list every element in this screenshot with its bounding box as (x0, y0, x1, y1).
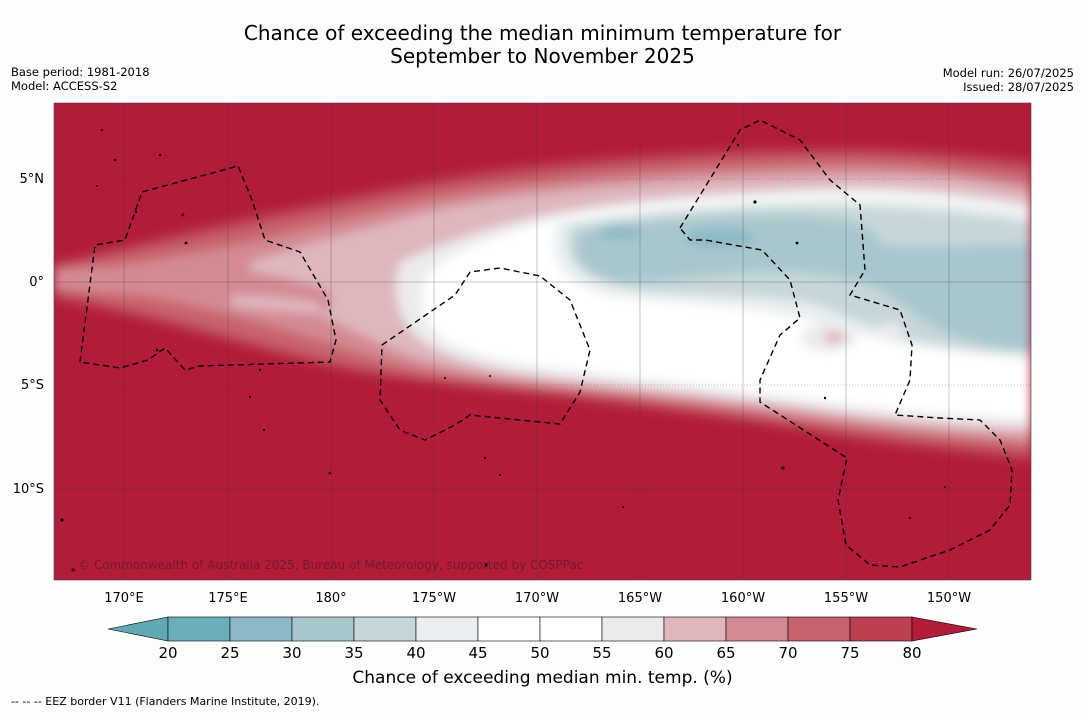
lon-label-170e: 170°E (104, 591, 144, 606)
lon-label-160w: 160°W (721, 591, 765, 606)
eez-border-west (79, 165, 337, 371)
colorbar-bin (725, 616, 789, 642)
latitude-labels: 5°N 0° 5°S 10°S (13, 172, 44, 497)
lon-label-165w: 165°W (618, 591, 662, 606)
lon-label-175w: 175°W (412, 591, 456, 606)
lat-label-5s: 5°S (21, 378, 44, 393)
colorbar-tick-label: 60 (654, 644, 673, 662)
map-frame (53, 102, 1032, 581)
colorbar-extension-high (911, 616, 978, 642)
colorbar-title: Chance of exceeding median min. temp. (%… (352, 668, 733, 688)
map-title-line2: September to November 2025 (390, 44, 695, 68)
colorbar-bin (353, 616, 417, 642)
colorbar-tick-label: 55 (592, 644, 611, 662)
probability-field (54, 103, 1031, 580)
colorbar-tick-label: 70 (778, 644, 797, 662)
colorbar-tick-label: 40 (406, 644, 425, 662)
eez-border-east (679, 119, 1013, 568)
colorbar-tick-label: 25 (220, 644, 239, 662)
colorbar-tick-label: 75 (840, 644, 859, 662)
lat-label-0: 0° (29, 275, 44, 290)
colorbar-bin (601, 616, 665, 642)
base-period-label: Base period: 1981-2018 (11, 65, 150, 79)
lat-label-10s: 10°S (13, 482, 44, 497)
colorbar-bin (663, 616, 727, 642)
colorbar-tick-label: 65 (716, 644, 735, 662)
colorbar-bin (477, 616, 541, 642)
colorbar-bin (539, 616, 603, 642)
field-band-30 (575, 215, 1031, 350)
islands (60, 129, 946, 572)
eez-border-central (379, 267, 591, 441)
colorbar-tick-label: 45 (468, 644, 487, 662)
colorbar-tick-label: 50 (530, 644, 549, 662)
colorbar-bin (787, 616, 851, 642)
colorbar (107, 616, 978, 642)
issued-label: Issued: 28/07/2025 (963, 80, 1074, 94)
eez-borders (79, 119, 1013, 568)
lon-label-155w: 155°W (824, 591, 868, 606)
colorbar-tick-label: 20 (158, 644, 177, 662)
lon-label-150w: 150°W (927, 591, 971, 606)
meta-right: Model run: 26/07/2025 Issued: 28/07/2025 (943, 66, 1074, 94)
meta-left: Base period: 1981-2018 Model: ACCESS-S2 (11, 65, 150, 93)
colorbar-bin (167, 616, 231, 642)
colorbar-tick-label: 35 (344, 644, 363, 662)
model-run-label: Model run: 26/07/2025 (942, 66, 1074, 80)
field-west-stripe-light (230, 295, 320, 314)
graticule (54, 103, 1031, 580)
colorbar-extension-low (107, 616, 169, 642)
colorbar-tick-labels: 20 25 30 35 40 45 50 55 60 65 70 75 80 (158, 644, 921, 662)
field-patch-55-east (876, 323, 904, 337)
model-label: Model: ACCESS-S2 (11, 79, 118, 93)
lon-label-175e: 175°E (208, 591, 248, 606)
colorbar-bin (849, 616, 913, 642)
map-title-line1: Chance of exceeding the median minimum t… (243, 21, 842, 45)
lat-label-5n: 5°N (20, 172, 45, 187)
colorbar-bin (291, 616, 355, 642)
field-patch-60 (823, 331, 845, 343)
colorbar-bin (415, 616, 479, 642)
colorbar-bin (229, 616, 293, 642)
longitude-labels: 170°E 175°E 180° 175°W 170°W 165°W 160°W… (104, 591, 971, 606)
lon-label-170w: 170°W (515, 591, 559, 606)
field-patch-25-east (685, 229, 755, 247)
copyright-credit: © Commonwealth of Australia 2025, Bureau… (78, 558, 584, 572)
eez-legend-note: -- -- -- EEZ border V11 (Flanders Marine… (11, 695, 320, 708)
lon-label-180: 180° (315, 591, 346, 606)
colorbar-tick-label: 80 (902, 644, 921, 662)
field-patch-25-west (598, 225, 642, 239)
colorbar-tick-label: 30 (282, 644, 301, 662)
